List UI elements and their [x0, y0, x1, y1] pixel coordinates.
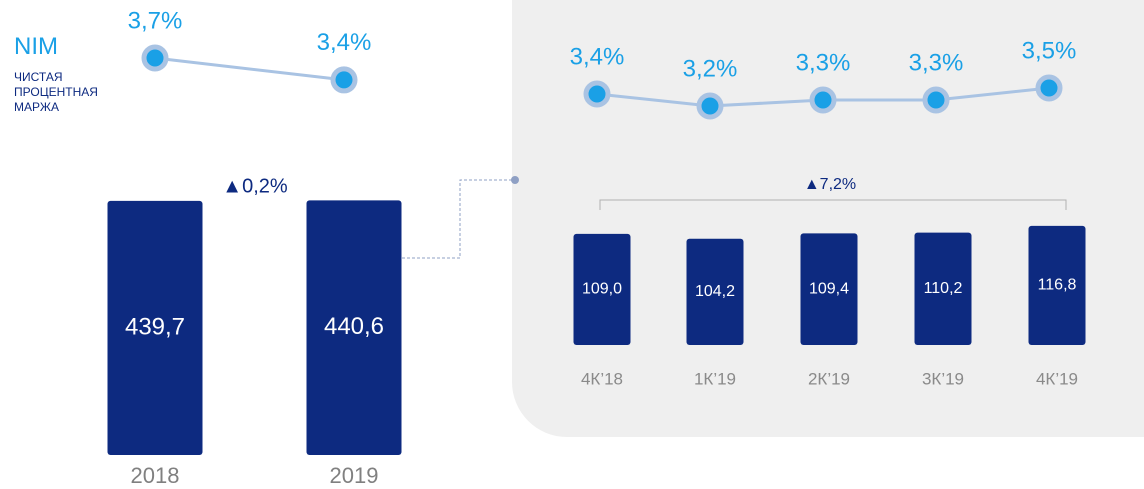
nim-value-label: 3,4%	[317, 29, 372, 56]
bar	[573, 233, 631, 345]
nim-value-label: 3,3%	[796, 49, 851, 76]
nim-point	[922, 86, 950, 114]
nim-point	[583, 80, 611, 108]
nim-subtitle: ЧИСТАЯ ПРОЦЕНТНАЯ МАРЖА	[14, 70, 98, 114]
nim-value-label: 3,7%	[128, 7, 183, 34]
bar	[800, 233, 858, 345]
connector-dot	[511, 176, 519, 184]
connector	[402, 179, 515, 259]
x-tick-label: 2019	[330, 463, 379, 488]
bar	[107, 200, 203, 455]
nim-point	[696, 92, 724, 120]
x-tick-label: 2К’19	[808, 369, 850, 388]
annotation: ▲0,2%	[222, 175, 288, 197]
bar	[914, 232, 972, 345]
quarter-panel	[512, 0, 1144, 437]
nim-title: NIM	[14, 33, 58, 60]
x-tick-label: 2018	[131, 463, 180, 488]
bar-value-label: 439,7	[125, 313, 185, 340]
nim-value-label: 3,5%	[1022, 37, 1077, 64]
bracket	[599, 199, 1067, 210]
bar-value-label: 109,4	[809, 280, 849, 297]
nim-value-label: 3,2%	[683, 55, 738, 82]
x-tick-label: 4К’18	[581, 369, 623, 388]
bar-value-label: 104,2	[695, 283, 735, 300]
bar-value-label: 116,8	[1038, 277, 1077, 294]
bar-value-label: 110,2	[924, 280, 963, 297]
bar-value-label: 109,0	[582, 281, 622, 298]
x-tick-label: 4К’19	[1036, 369, 1078, 388]
bar-value-label: 440,6	[324, 313, 384, 340]
nim-value-label: 3,4%	[570, 43, 625, 70]
bar	[306, 200, 402, 455]
nim-value-label: 3,3%	[909, 49, 964, 76]
nim-point	[1035, 74, 1063, 102]
x-tick-label: 3К’19	[922, 369, 964, 388]
nim-point	[330, 66, 358, 94]
bar	[686, 238, 744, 345]
nim-line	[154, 56, 345, 82]
nim-point	[809, 86, 837, 114]
nim-point	[141, 44, 169, 72]
bar	[1028, 225, 1086, 345]
x-tick-label: 1К’19	[694, 369, 736, 388]
annotation: ▲7,2%	[804, 176, 856, 193]
